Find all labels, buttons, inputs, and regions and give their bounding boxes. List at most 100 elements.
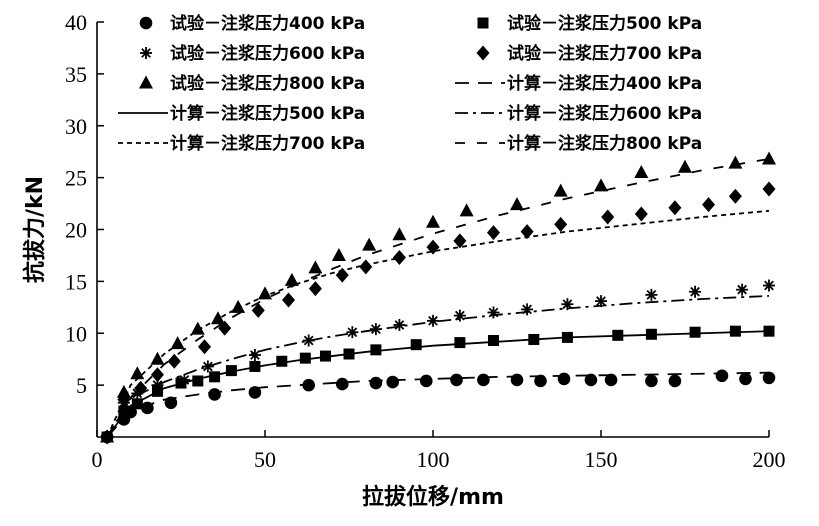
triangle-point <box>258 286 272 300</box>
asterisk-point <box>393 318 406 331</box>
circle-point <box>715 369 729 383</box>
square-point <box>729 325 741 337</box>
line-700-kpa <box>106 209 770 438</box>
y-ticks: 5 10 15 20 25 30 35 40 <box>65 10 104 398</box>
legend-marker <box>140 47 152 59</box>
square-point <box>645 328 657 340</box>
legend-marker <box>476 45 490 61</box>
asterisk-point <box>521 303 534 316</box>
square-point <box>299 352 311 364</box>
triangle-point <box>130 366 145 380</box>
legend-label: 试验－注浆压力700 kPa <box>507 43 702 64</box>
y-tick-label: 35 <box>65 62 87 87</box>
y-tick-label: 30 <box>65 114 87 139</box>
circle-point <box>386 375 399 389</box>
legend-label: 计算－注浆压力400 kPa <box>507 73 702 94</box>
y-tick-label: 5 <box>76 373 87 398</box>
diamond-point <box>486 225 500 241</box>
test-markers <box>100 151 776 445</box>
triangle-point <box>284 272 299 286</box>
circle-point <box>477 373 490 387</box>
square-point <box>225 365 237 377</box>
line-500-kpa <box>106 330 770 438</box>
diamond-point <box>359 259 373 275</box>
x-axis-title: 拉拔位移/mm <box>362 484 504 510</box>
diamond-point <box>634 206 648 222</box>
triangle-point <box>150 351 165 365</box>
triangle-point <box>728 155 743 169</box>
circle-point <box>248 386 262 399</box>
circle-point <box>302 378 315 392</box>
square-point <box>118 405 130 417</box>
triangle-point <box>392 227 407 241</box>
asterisk-point <box>487 306 500 319</box>
legend-item: 计算－注浆压力700 kPa <box>118 133 365 154</box>
series-600-kpa <box>101 279 775 443</box>
calculated-lines <box>106 158 770 438</box>
y-tick-label: 25 <box>65 166 87 191</box>
asterisk-point <box>736 283 749 296</box>
diamond-point <box>668 200 682 216</box>
asterisk-point <box>178 373 191 386</box>
square-point <box>151 385 163 397</box>
asterisk-point <box>689 285 702 298</box>
diamond-point <box>218 320 232 336</box>
series-800-kpa <box>100 151 776 443</box>
diamond-point <box>167 353 181 369</box>
circle-point <box>208 388 221 401</box>
legend-item: 计算－注浆压力800 kPa <box>455 133 702 154</box>
triangle-point <box>170 336 185 350</box>
triangle-point <box>331 247 346 261</box>
triangle-point <box>116 384 131 398</box>
circle-point <box>510 373 524 387</box>
triangle-point <box>762 151 776 165</box>
diamond-point <box>198 339 212 355</box>
legend-label: 计算－注浆压力700 kPa <box>170 133 365 154</box>
diamond-point <box>335 267 349 283</box>
asterisk-point <box>561 298 574 311</box>
asterisk-point <box>201 360 214 373</box>
diamond-point <box>308 281 322 297</box>
square-point <box>192 375 204 387</box>
asterisk-point <box>302 334 315 347</box>
square-point <box>209 371 221 383</box>
diamond-point <box>520 224 534 240</box>
asterisk-point <box>427 314 439 327</box>
circle-point <box>335 377 349 391</box>
legend-label: 试验－注浆压力500 kPa <box>507 13 702 34</box>
legend-label: 试验－注浆压力400 kPa <box>170 13 365 34</box>
asterisk-point <box>369 323 382 336</box>
circle-point <box>141 401 154 415</box>
legend-label: 试验－注浆压力800 kPa <box>170 73 365 94</box>
circle-point <box>604 373 618 387</box>
circle-point <box>369 376 383 390</box>
asterisk-point <box>248 349 261 362</box>
legend-label: 计算－注浆压力500 kPa <box>170 103 365 124</box>
square-point <box>528 333 540 345</box>
asterisk-point <box>453 309 466 322</box>
asterisk-point <box>346 326 359 339</box>
square-point <box>370 344 382 356</box>
circle-point <box>534 374 547 388</box>
diamond-point <box>134 380 148 396</box>
triangle-point <box>190 321 205 335</box>
triangle-point <box>678 159 692 173</box>
triangle-point <box>510 197 524 211</box>
triangle-point <box>634 164 649 178</box>
legend-item: 试验－注浆压力700 kPa <box>476 43 702 64</box>
triangle-point <box>231 299 246 313</box>
diamond-point <box>554 216 568 232</box>
diamond-point <box>702 197 716 213</box>
square-point <box>131 398 143 410</box>
square-point <box>454 337 466 349</box>
legend-label: 计算－注浆压力800 kPa <box>507 133 702 154</box>
legend: 试验－注浆压力400 kPa 试验－注浆压力500 kPa 试验－注浆压力600 k… <box>118 13 702 154</box>
triangle-point <box>459 203 474 217</box>
legend-item: 计算－注浆压力500 kPa <box>118 103 365 124</box>
circle-point <box>450 373 463 387</box>
line-600-kpa <box>106 295 770 438</box>
legend-item: 试验－注浆压力500 kPa <box>477 13 702 34</box>
square-point <box>343 348 355 360</box>
line-800-kpa <box>106 158 770 438</box>
square-point <box>763 325 775 337</box>
